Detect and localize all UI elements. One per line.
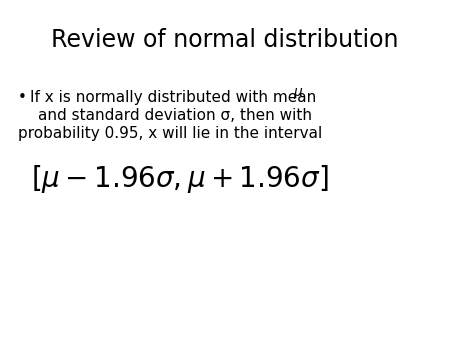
Text: $\mu$: $\mu$ <box>293 86 303 101</box>
Text: If x is normally distributed with mean: If x is normally distributed with mean <box>30 90 321 105</box>
Text: •: • <box>18 90 27 105</box>
Text: $[\mu - 1.96\sigma, \mu + 1.96\sigma]$: $[\mu - 1.96\sigma, \mu + 1.96\sigma]$ <box>31 163 329 195</box>
Text: and standard deviation σ, then with: and standard deviation σ, then with <box>38 108 312 123</box>
Text: probability 0.95, x will lie in the interval: probability 0.95, x will lie in the inte… <box>18 126 322 141</box>
Text: Review of normal distribution: Review of normal distribution <box>51 28 399 52</box>
